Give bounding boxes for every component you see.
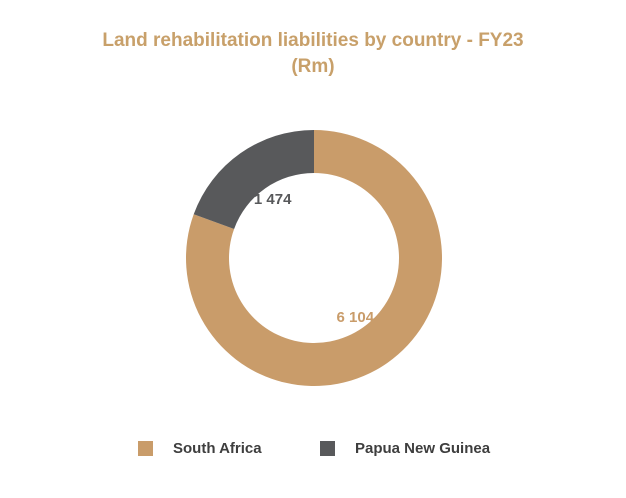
data-label-south-africa: 6 104 [337, 309, 375, 326]
legend-swatch-papua-new-guinea [320, 441, 335, 456]
legend-item-south-africa: South Africa [138, 440, 262, 457]
legend-label-south-africa: South Africa [173, 440, 262, 457]
donut-slice-papua-new-guinea [193, 130, 314, 229]
legend-label-papua-new-guinea: Papua New Guinea [355, 440, 491, 457]
legend-item-papua-new-guinea: Papua New Guinea [320, 440, 490, 457]
donut-slice-south-africa [186, 130, 442, 386]
chart-title-unit: (Rm) [291, 56, 335, 77]
chart-title: Land rehabilitation liabilities by count… [102, 30, 524, 51]
legend-swatch-south-africa [138, 441, 153, 456]
data-label-papua-new-guinea: 1 474 [254, 191, 292, 208]
